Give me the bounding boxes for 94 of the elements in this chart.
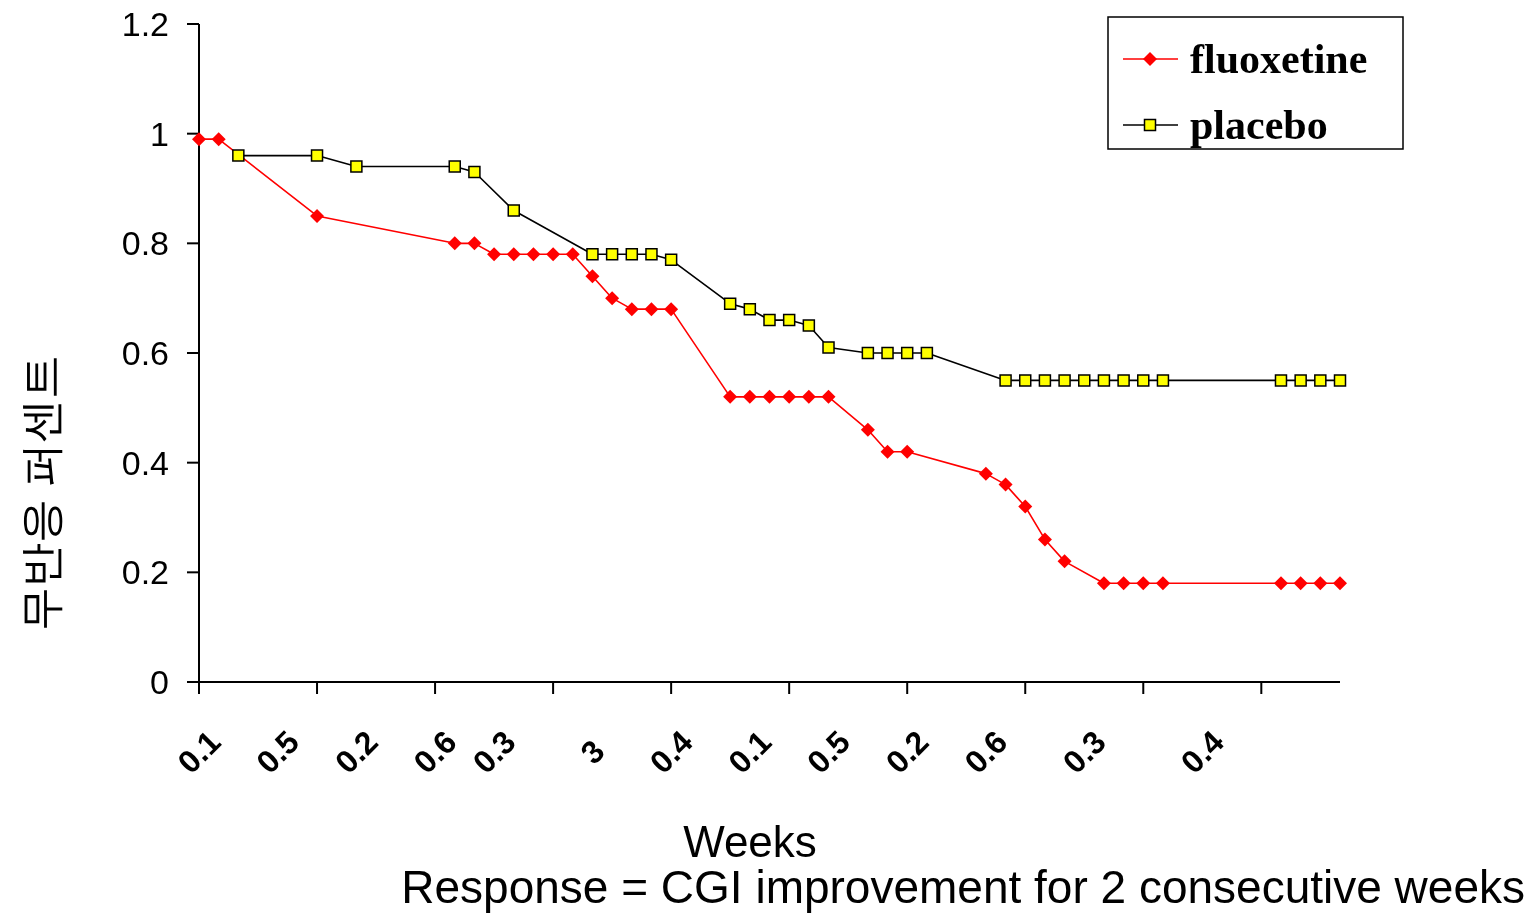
- point: [1116, 576, 1131, 591]
- point: [978, 466, 993, 481]
- point: [310, 149, 324, 162]
- point: [1097, 374, 1111, 387]
- point: [900, 444, 915, 459]
- point: [821, 389, 836, 404]
- point: [507, 204, 521, 217]
- point: [802, 319, 816, 332]
- legend-label: placebo: [1190, 102, 1328, 148]
- y-tick-label: 0.2: [121, 553, 169, 592]
- x-tick-label: 0.4: [642, 723, 700, 781]
- x-tick-label: 0.5: [800, 723, 857, 781]
- point: [880, 444, 895, 459]
- point: [1137, 374, 1150, 387]
- point: [900, 346, 914, 360]
- point: [860, 422, 875, 437]
- point: [742, 389, 757, 404]
- point: [565, 247, 580, 262]
- point: [350, 160, 363, 173]
- point: [625, 248, 639, 261]
- point: [920, 346, 934, 360]
- point: [881, 346, 894, 360]
- point: [1156, 374, 1170, 387]
- point: [1037, 532, 1052, 547]
- point: [822, 341, 835, 354]
- point: [585, 269, 600, 284]
- point: [468, 165, 481, 179]
- point: [782, 389, 797, 404]
- x-tick-label: 0.2: [327, 723, 385, 781]
- point: [605, 248, 619, 261]
- point: [487, 247, 502, 262]
- point: [664, 302, 679, 317]
- x-tick-label: 0.6: [406, 723, 464, 781]
- y-tick-label: 1: [150, 114, 169, 153]
- y-tick-label: 0.6: [121, 334, 169, 372]
- point: [763, 313, 776, 327]
- point: [1078, 374, 1091, 387]
- point: [801, 389, 816, 404]
- point: [506, 247, 521, 262]
- x-tick-label: 3: [573, 732, 612, 772]
- x-tick-label: 0.6: [957, 723, 1015, 781]
- point: [1136, 576, 1151, 591]
- point: [998, 477, 1013, 492]
- point: [782, 313, 796, 327]
- point: [999, 374, 1012, 387]
- point: [447, 236, 462, 251]
- point: [467, 236, 482, 251]
- x-tick-label: 0.1: [170, 723, 228, 781]
- y-tick-label: 0: [150, 663, 169, 701]
- point: [605, 291, 620, 306]
- x-tick-label: 0.1: [721, 723, 779, 781]
- y-tick-label: 0.8: [121, 224, 169, 263]
- point: [1117, 374, 1130, 387]
- point: [1018, 499, 1033, 514]
- point: [1313, 576, 1328, 591]
- x-tick-label: 0.5: [249, 723, 307, 781]
- x-tick-label: 0.3: [1055, 723, 1113, 781]
- point: [1314, 374, 1327, 387]
- point: [723, 297, 737, 310]
- point: [232, 149, 245, 162]
- point: [743, 302, 757, 316]
- point: [762, 389, 777, 404]
- point: [1333, 576, 1347, 591]
- point: [526, 247, 541, 262]
- point: [1273, 576, 1288, 591]
- point: [1018, 374, 1032, 387]
- point: [211, 132, 226, 147]
- point: [310, 208, 325, 223]
- point: [1274, 374, 1288, 387]
- point: [1057, 554, 1072, 569]
- y-tick-label: 0.4: [121, 443, 169, 482]
- point: [1294, 374, 1307, 387]
- x-tick-label: 0.4: [1173, 723, 1231, 781]
- point: [624, 302, 639, 317]
- point: [1096, 576, 1111, 591]
- point: [1293, 576, 1308, 591]
- point: [664, 253, 678, 267]
- point: [192, 132, 206, 147]
- x-tick-label: 0.2: [878, 723, 936, 781]
- point: [861, 346, 875, 360]
- point: [448, 160, 461, 173]
- legend-label: fluoxetine: [1190, 36, 1368, 82]
- y-axis-title: 무반응 퍼센트: [15, 354, 65, 632]
- point: [546, 247, 561, 262]
- point: [723, 389, 738, 404]
- y-tick-label: 1.2: [121, 5, 169, 43]
- point: [1155, 576, 1170, 591]
- point: [586, 248, 599, 261]
- point: [1038, 374, 1052, 387]
- point: [644, 302, 659, 317]
- point: [1058, 374, 1071, 387]
- x-tick-label: 0.3: [465, 723, 523, 781]
- point: [1333, 374, 1347, 387]
- point: [645, 248, 658, 261]
